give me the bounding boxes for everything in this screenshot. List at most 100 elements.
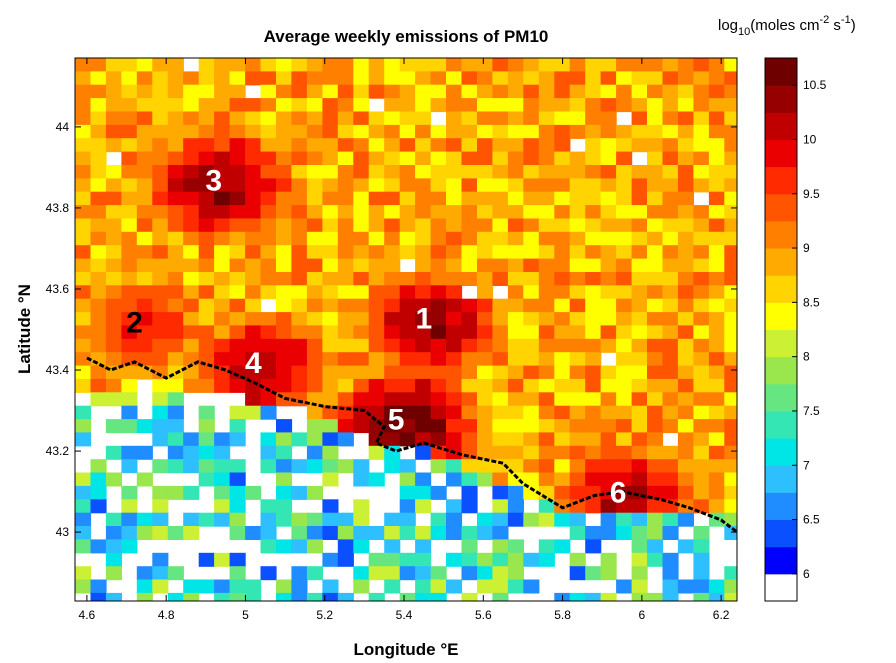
grid-cell bbox=[322, 138, 339, 153]
grid-cell bbox=[399, 526, 416, 540]
grid-cell bbox=[306, 165, 323, 179]
grid-cell bbox=[677, 138, 694, 153]
grid-cell bbox=[631, 205, 648, 220]
grid-cell bbox=[477, 98, 494, 113]
grid-cell bbox=[368, 365, 385, 380]
grid-cell bbox=[75, 579, 92, 594]
emission-grid bbox=[75, 58, 737, 601]
grid-cell bbox=[446, 512, 463, 527]
grid-cell bbox=[90, 98, 107, 113]
grid-cell bbox=[631, 352, 648, 367]
grid-cell bbox=[430, 392, 447, 407]
grid-cell bbox=[647, 285, 664, 300]
grid-cell bbox=[600, 71, 617, 86]
grid-cell bbox=[477, 205, 494, 220]
grid-cell bbox=[75, 191, 92, 206]
grid-cell bbox=[569, 419, 586, 434]
grid-cell bbox=[477, 392, 494, 407]
grid-cell bbox=[569, 231, 586, 246]
grid-cell bbox=[399, 459, 416, 474]
grid-cell bbox=[337, 526, 354, 540]
grid-cell bbox=[724, 258, 737, 273]
grid-cell bbox=[461, 352, 478, 367]
grid-cell bbox=[245, 151, 262, 166]
grid-cell bbox=[136, 579, 153, 594]
grid-cell bbox=[105, 218, 122, 233]
grid-cell bbox=[538, 58, 555, 72]
grid-cell bbox=[461, 231, 478, 246]
grid-cell bbox=[384, 338, 401, 353]
grid-cell bbox=[105, 312, 122, 327]
grid-cell bbox=[75, 124, 92, 139]
grid-cell bbox=[291, 58, 308, 72]
grid-cell bbox=[75, 312, 92, 327]
grid-cell bbox=[430, 285, 447, 300]
grid-cell bbox=[430, 419, 447, 434]
grid-cell bbox=[708, 98, 725, 113]
grid-cell bbox=[662, 338, 679, 353]
grid-cell bbox=[291, 378, 308, 393]
grid-cell bbox=[647, 111, 664, 126]
grid-cell bbox=[538, 138, 555, 153]
grid-cell bbox=[708, 338, 725, 353]
grid-cell bbox=[90, 378, 107, 393]
grid-cell bbox=[446, 165, 463, 179]
grid-cell bbox=[616, 579, 633, 594]
grid-cell bbox=[430, 592, 447, 601]
grid-cell bbox=[569, 552, 586, 567]
grid-cell bbox=[276, 165, 293, 179]
grid-cell bbox=[492, 165, 509, 179]
grid-cell bbox=[322, 205, 339, 220]
grid-cell bbox=[477, 432, 494, 447]
grid-cell bbox=[662, 258, 679, 273]
grid-cell bbox=[337, 165, 354, 179]
grid-cell bbox=[631, 566, 648, 581]
coastline bbox=[86, 356, 737, 534]
grid-cell bbox=[306, 338, 323, 353]
grid-cell bbox=[384, 579, 401, 594]
grid-cell bbox=[708, 405, 725, 420]
grid-cell bbox=[384, 245, 401, 260]
grid-cell bbox=[152, 205, 169, 220]
grid-cell bbox=[631, 472, 648, 487]
grid-cell bbox=[554, 539, 571, 554]
grid-cell bbox=[260, 151, 277, 166]
grid-cell bbox=[136, 151, 153, 166]
grid-cell bbox=[693, 405, 710, 420]
grid-cell bbox=[415, 378, 432, 393]
grid-cell bbox=[167, 84, 184, 99]
grid-cell bbox=[291, 352, 308, 367]
grid-cell bbox=[245, 71, 262, 86]
grid-cell bbox=[724, 231, 737, 246]
grid-cell bbox=[353, 71, 370, 86]
grid-cell bbox=[647, 338, 664, 353]
grid-cell bbox=[291, 71, 308, 86]
grid-cell bbox=[245, 579, 262, 594]
grid-cell bbox=[724, 165, 737, 179]
grid-cell bbox=[276, 298, 293, 313]
grid-cell bbox=[554, 165, 571, 179]
grid-cell bbox=[569, 566, 586, 581]
grid-cell bbox=[492, 352, 509, 367]
grid-cell bbox=[492, 298, 509, 313]
grid-cell bbox=[569, 111, 586, 126]
grid-cell bbox=[399, 392, 416, 407]
grid-cell bbox=[152, 298, 169, 313]
grid-cell bbox=[198, 165, 215, 179]
grid-cell bbox=[167, 312, 184, 327]
grid-cell bbox=[507, 485, 524, 500]
grid-cell bbox=[492, 98, 509, 113]
grid-cell bbox=[276, 592, 293, 601]
grid-cell bbox=[415, 138, 432, 153]
grid-cell bbox=[245, 592, 262, 601]
grid-cell bbox=[415, 245, 432, 260]
grid-cell bbox=[399, 472, 416, 487]
grid-cell bbox=[276, 499, 293, 514]
grid-cell bbox=[446, 111, 463, 126]
grid-cell bbox=[229, 285, 246, 300]
grid-cell bbox=[647, 459, 664, 474]
grid-cell bbox=[724, 298, 737, 313]
x-tick-label: 5.6 bbox=[475, 608, 492, 622]
grid-cell bbox=[724, 98, 737, 113]
grid-cell bbox=[647, 218, 664, 233]
